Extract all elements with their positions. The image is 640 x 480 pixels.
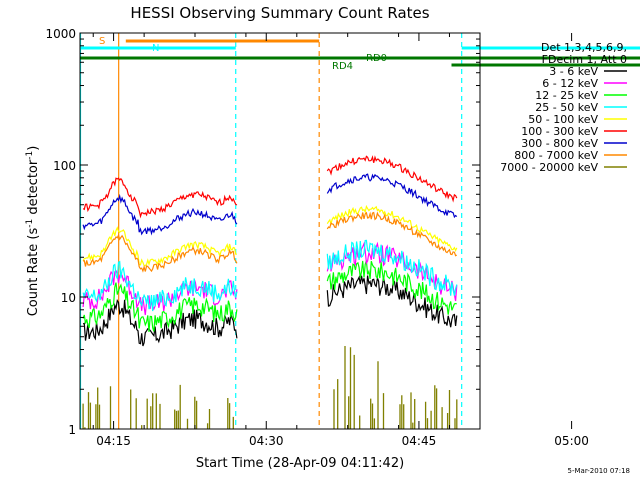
- series-line-3: [82, 239, 458, 312]
- legend-header-detectors: Det 1,3,4,5,6,9,: [541, 41, 627, 54]
- annotation-rd0: RD0: [366, 53, 387, 64]
- annotation-s: S: [99, 36, 105, 47]
- y-tick-label-0: 1: [68, 423, 76, 437]
- y-tick-label-2: 100: [53, 159, 76, 173]
- orbit-status-layer: S N RD0 RD4: [79, 33, 640, 429]
- legend-label-6: 300 - 800 keV: [521, 137, 598, 150]
- legend: Det 1,3,4,5,6,9, FDecim 1, Att 0 3 - 6 k…: [500, 41, 627, 174]
- y-axis-label: Count Rate (s-1 detector-1): [25, 146, 41, 317]
- series-line-4: [82, 204, 458, 267]
- x-tick-label-3: 05:00: [554, 434, 589, 448]
- series-line-1: [82, 241, 458, 316]
- series-line-8: [82, 346, 458, 429]
- annotation-rd4: RD4: [332, 61, 353, 72]
- series-line-5: [82, 155, 458, 219]
- series-line-2: [82, 260, 457, 332]
- legend-label-4: 50 - 100 keV: [528, 113, 598, 126]
- legend-header-decimation: FDecim 1, Att 0: [542, 53, 627, 66]
- series-line-7: [82, 211, 458, 273]
- series-line-0: [82, 275, 458, 347]
- chart-title: HESSI Observing Summary Count Rates: [130, 4, 429, 22]
- y-tick-label-1: 10: [61, 291, 76, 305]
- series-layer: [82, 155, 458, 429]
- legend-label-0: 3 - 6 keV: [549, 65, 598, 78]
- plot-frame: [79, 32, 481, 430]
- annotation-n: N: [152, 43, 159, 54]
- y-tick-label-3: 1000: [45, 27, 76, 41]
- legend-label-5: 100 - 300 keV: [521, 125, 598, 138]
- legend-label-8: 7000 - 20000 keV: [500, 161, 598, 174]
- x-tick-label-2: 04:45: [402, 434, 437, 448]
- series-line-6: [82, 173, 458, 236]
- legend-label-1: 6 - 12 keV: [542, 77, 598, 90]
- legend-label-3: 25 - 50 keV: [535, 101, 598, 114]
- x-axis-label: Start Time (28-Apr-09 04:11:42): [196, 456, 404, 471]
- axis-layer: 04:1504:3004:4505:0005:1505:3005:4511010…: [45, 27, 589, 448]
- x-tick-label-1: 04:30: [249, 434, 284, 448]
- footer-timestamp: 5-Mar-2010 07:18: [568, 467, 630, 475]
- legend-label-7: 800 - 7000 keV: [514, 149, 598, 162]
- x-tick-label-0: 04:15: [96, 434, 131, 448]
- legend-label-2: 12 - 25 keV: [535, 89, 598, 102]
